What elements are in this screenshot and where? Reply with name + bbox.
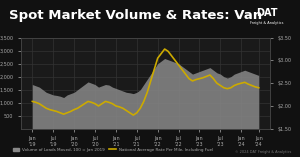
Text: Spot Market Volume & Rates: Van: Spot Market Volume & Rates: Van [9, 9, 262, 22]
Text: DAT: DAT [256, 8, 278, 18]
Legend: Volume of Loads Moved, 100 = Jan 2019, National Average Rate Per Mile, Including: Volume of Loads Moved, 100 = Jan 2019, N… [11, 146, 214, 153]
Text: © 2024 DAT Freight & Analytics: © 2024 DAT Freight & Analytics [235, 150, 291, 154]
Text: Freight & Analytics: Freight & Analytics [250, 21, 284, 25]
